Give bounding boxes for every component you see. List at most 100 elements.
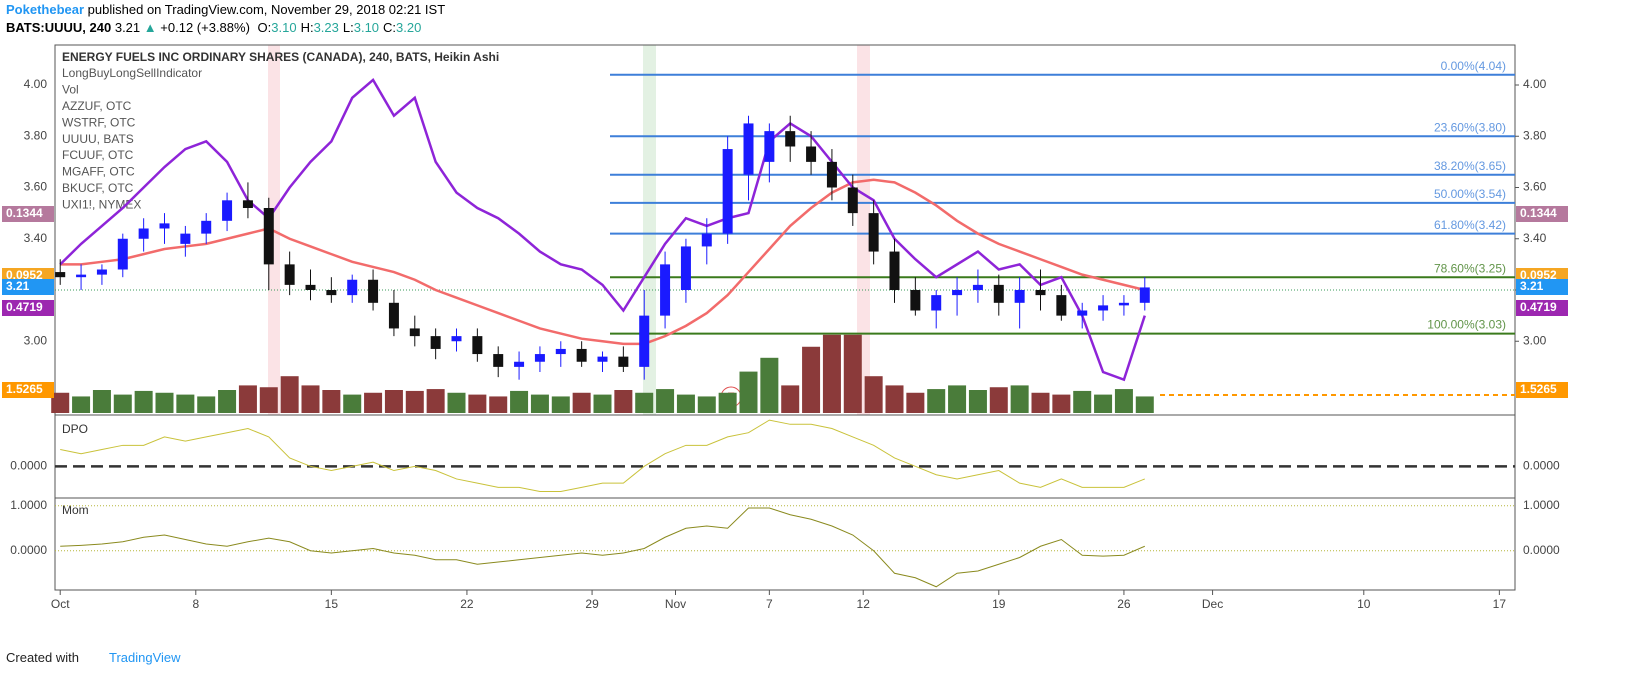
publish-line: Pokethebear published on TradingView.com… xyxy=(6,2,445,17)
price-tag-label: 0.1344 xyxy=(1520,206,1557,220)
price-tag xyxy=(1516,206,1568,222)
candle-body xyxy=(1035,290,1046,296)
volume-bar xyxy=(697,396,716,413)
volume-bar xyxy=(1052,394,1071,413)
candle-body xyxy=(931,295,942,311)
y-tick-label: 4.00 xyxy=(1523,77,1547,91)
y-tick-label: 1.0000 xyxy=(1523,498,1560,512)
price-tag-label: 1.5265 xyxy=(1520,382,1557,396)
volume-bar xyxy=(593,394,612,413)
volume-bar xyxy=(322,390,341,413)
candle-body xyxy=(263,208,274,265)
candle-body xyxy=(847,187,858,214)
candle-body xyxy=(868,213,879,252)
candle-body xyxy=(117,238,128,270)
candle-body xyxy=(409,328,420,337)
brand[interactable]: TradingView xyxy=(108,650,181,665)
created-with: Created with xyxy=(6,650,79,665)
candle-body xyxy=(430,336,441,349)
candle-body xyxy=(347,279,358,296)
up-arrow: ▲ xyxy=(143,20,157,35)
volume-bar xyxy=(447,392,466,413)
ohlc-value: 3.10 xyxy=(271,20,297,35)
indicator-line xyxy=(60,507,1145,588)
price-tag xyxy=(2,382,54,398)
candle-body xyxy=(806,146,817,162)
candle-body xyxy=(388,302,399,329)
price-tag-label: 3.21 xyxy=(1520,279,1544,293)
candle-body xyxy=(76,274,87,278)
price-tag-label: 0.0952 xyxy=(1520,268,1557,282)
price-tag xyxy=(1516,279,1568,295)
volume-bar xyxy=(843,334,862,413)
candle-body xyxy=(639,315,650,367)
panel-title: DPO xyxy=(62,422,88,436)
price-tag-label: 1.5265 xyxy=(6,382,43,396)
candle-body xyxy=(514,361,525,367)
volume-bar xyxy=(822,334,841,413)
volume-bar xyxy=(927,389,946,413)
chart-title: ENERGY FUELS INC ORDINARY SHARES (CANADA… xyxy=(62,50,499,64)
candle-body xyxy=(1056,295,1067,316)
legend-entry: BKUCF, OTC xyxy=(62,181,134,195)
volume-bar xyxy=(572,392,591,413)
volume-bar xyxy=(614,390,633,413)
candle-body xyxy=(618,356,629,367)
panel-title: Mom xyxy=(62,503,89,517)
y-tick-label: 3.40 xyxy=(24,231,48,245)
footer: Created with TradingView xyxy=(6,650,181,665)
x-tick-label: 7 xyxy=(766,597,773,611)
legend-entry: UXI1!, NYMEX xyxy=(62,197,141,211)
volume-bar xyxy=(197,396,216,413)
chart: E ENERGY FUELS INC ORDINARY SHARES (CANA… xyxy=(2,44,1568,611)
candle-body xyxy=(889,251,900,290)
candle-body xyxy=(680,246,691,290)
volume-bar xyxy=(280,376,299,413)
y-tick-label: 4.00 xyxy=(24,77,48,91)
price-tag xyxy=(1516,382,1568,398)
fib-label: 38.20%(3.65) xyxy=(1434,159,1506,173)
y-tick-label: 0.0000 xyxy=(10,543,47,557)
legend-entry: Vol xyxy=(62,83,79,97)
candle-body xyxy=(96,269,107,275)
volume-bar xyxy=(1031,392,1050,413)
legend-entry: LongBuyLongSellIndicator xyxy=(62,66,202,80)
volume-bar xyxy=(489,396,508,413)
price-tag xyxy=(2,279,54,295)
legend-entry: WSTRF, OTC xyxy=(62,115,136,129)
volume-bar xyxy=(72,396,91,413)
candle-body xyxy=(555,348,566,355)
y-tick-label: 3.80 xyxy=(1523,128,1547,142)
volume-bar xyxy=(739,371,758,413)
candle-body xyxy=(993,284,1004,303)
ohlc-value: 3.23 xyxy=(313,20,339,35)
candle-body xyxy=(180,233,191,244)
legend-entry: FCUUF, OTC xyxy=(62,148,134,162)
candle-body xyxy=(1014,290,1025,303)
candle-body xyxy=(826,161,837,188)
x-tick-label: 29 xyxy=(585,597,599,611)
volume-bar xyxy=(259,387,278,413)
candle-body xyxy=(576,348,587,362)
x-tick-label: 15 xyxy=(325,597,339,611)
ohlc: O:3.10 H:3.23 L:3.10 C:3.20 xyxy=(254,20,422,35)
legend-entry: AZZUF, OTC xyxy=(62,99,132,113)
price-tag xyxy=(2,206,54,222)
candle-body xyxy=(701,233,712,247)
ohlc-label: H: xyxy=(300,20,314,35)
overlay-line xyxy=(60,178,1146,346)
volume-bar xyxy=(384,390,403,413)
volume-bar xyxy=(51,392,70,413)
candle-body xyxy=(242,200,253,208)
candle-body xyxy=(743,123,754,175)
volume-bar xyxy=(676,394,695,413)
x-tick-label: 22 xyxy=(460,597,474,611)
author[interactable]: Pokethebear xyxy=(6,2,85,17)
x-tick-label: 26 xyxy=(1117,597,1131,611)
y-tick-label: 0.0000 xyxy=(1523,458,1560,472)
volume-bar xyxy=(113,394,132,413)
volume-bar xyxy=(301,385,320,413)
fib-label: 23.60%(3.80) xyxy=(1434,120,1506,134)
candle-body xyxy=(493,354,504,367)
